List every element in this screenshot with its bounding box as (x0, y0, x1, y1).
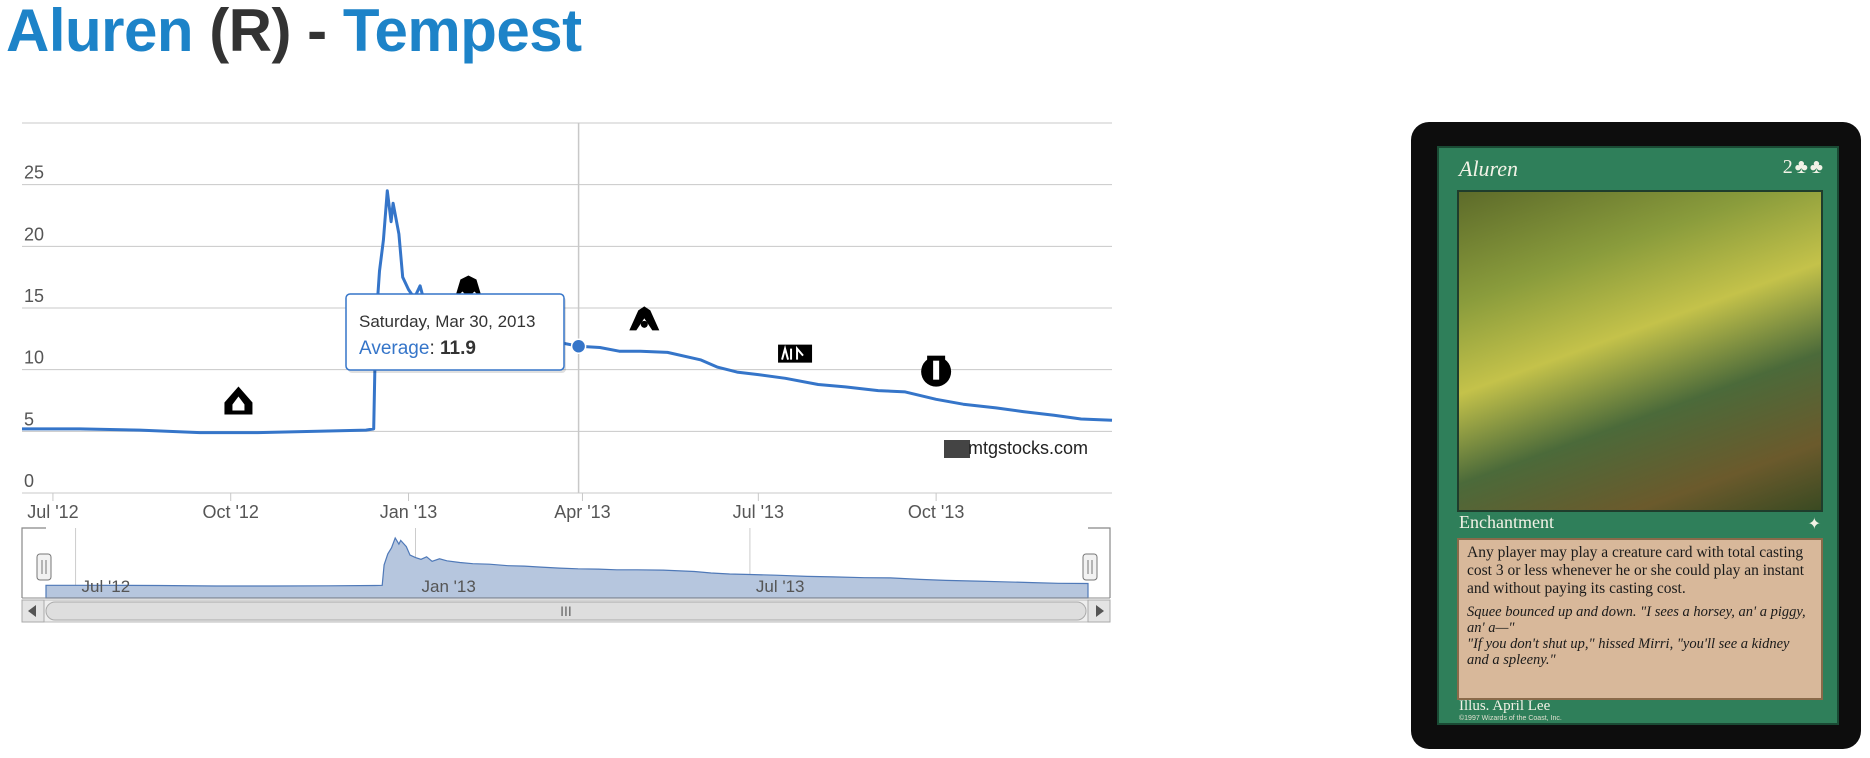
card-artwork (1457, 190, 1823, 512)
watermark-text: mtgstocks.com (968, 438, 1088, 458)
mtgstocks-logo-icon (944, 440, 970, 458)
scrollbar-thumb[interactable] (45, 601, 1087, 621)
m14-symbol (778, 344, 813, 363)
set-title-link[interactable]: Tempest (342, 0, 582, 64)
y-tick-label: 5 (24, 409, 34, 429)
y-tick-label: 25 (24, 163, 44, 183)
set-symbol-icon: ✦ (1807, 516, 1821, 533)
scrollbar-grip[interactable]: III (560, 603, 572, 619)
card-name: Aluren (1459, 156, 1519, 181)
mana-cost: 2♣♣ (1782, 156, 1825, 178)
card-flavor-text: Squee bounced up and down. "I sees a hor… (1467, 604, 1806, 668)
title-separator: - (307, 0, 327, 64)
x-tick-label: Jan '13 (380, 502, 437, 522)
card-copyright: ©1997 Wizards of the Coast, Inc. (1459, 715, 1562, 722)
y-tick-label: 10 (24, 348, 44, 368)
card-rules-text: Any player may play a creature card with… (1467, 544, 1805, 597)
card-image: Aluren 2♣♣ Enchantment ✦ Any player may … (1411, 122, 1861, 749)
navigator-label: Jan '13 (422, 577, 476, 596)
return-to-ravnica-symbol (224, 386, 253, 415)
y-tick-label: 15 (24, 286, 44, 306)
x-tick-label: Jul '13 (733, 502, 784, 522)
navigator-outline-right (1088, 527, 1111, 598)
navigator-series-area (45, 536, 1089, 599)
card-text-box: Any player may play a creature card with… (1457, 538, 1823, 700)
page-title: Aluren (R) - Tempest (6, 0, 582, 65)
tooltip-date: Saturday, Mar 30, 2013 (359, 312, 535, 331)
gatecrash-symbol (454, 275, 483, 300)
navigator-label: Jul '13 (756, 577, 805, 596)
y-tick-label: 20 (24, 224, 44, 244)
hover-point-marker[interactable] (570, 338, 587, 354)
arrow-left-icon (28, 605, 36, 617)
x-tick-label: Jul '12 (27, 502, 78, 522)
card-illustrator: Illus. April Lee (1459, 698, 1551, 714)
mtgstocks-watermark: mtgstocks.com (944, 438, 1088, 458)
scroll-left-button[interactable] (21, 599, 45, 623)
x-tick-label: Oct '12 (202, 502, 258, 522)
dragons-maze-symbol (629, 306, 660, 331)
navigator-label: Jul '12 (82, 577, 131, 596)
x-tick-label: Oct '13 (908, 502, 964, 522)
y-tick-label: 0 (24, 471, 34, 491)
series-line-average[interactable] (22, 189, 1113, 435)
card-type-line: Enchantment (1459, 512, 1554, 532)
navigator-outline-left (21, 527, 46, 598)
rarity-label: (R) (209, 0, 291, 64)
navigator-handle-right[interactable] (1082, 553, 1098, 581)
arrow-right-icon (1096, 605, 1104, 617)
x-tick-label: Apr '13 (554, 502, 610, 522)
card-frame: Aluren 2♣♣ Enchantment ✦ Any player may … (1437, 146, 1839, 725)
price-chart[interactable]: 0 5 10 15 20 25 Jul '12 Oct '12 Jan '13 Apr '13 Ju… (0, 118, 1380, 758)
chart-tooltip: Saturday, Mar 30, 2013 Average: 11.9 (345, 293, 566, 373)
scroll-right-button[interactable] (1087, 599, 1111, 623)
tooltip-value: Average: 11.9 (359, 338, 476, 359)
navigator-handle-left[interactable] (36, 553, 52, 581)
card-title-link[interactable]: Aluren (6, 0, 194, 64)
theros-symbol (921, 355, 952, 387)
